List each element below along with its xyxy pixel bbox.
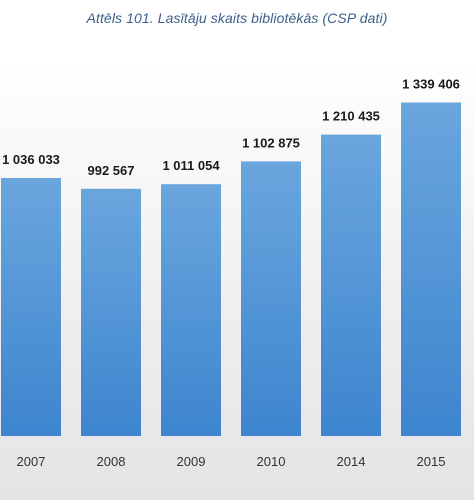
category-tick-2010: 2010 [257, 454, 286, 469]
value-label-2008: 992 567 [88, 163, 135, 178]
category-axis: 2007 2008 2009 2010 2014 2015 [17, 454, 446, 469]
bar-2014 [321, 134, 381, 436]
value-label-2007: 1 036 033 [2, 152, 60, 167]
value-label-2009: 1 011 054 [162, 158, 220, 173]
value-label-2010: 1 102 875 [242, 135, 300, 150]
category-tick-2009: 2009 [177, 454, 206, 469]
bar-2008 [81, 188, 141, 436]
category-tick-2015: 2015 [417, 454, 446, 469]
category-tick-2007: 2007 [17, 454, 46, 469]
value-label-2015: 1 339 406 [402, 77, 460, 92]
category-tick-2014: 2014 [337, 454, 366, 469]
chart-title: Attēls 101. Lasītāju skaits bibliotēkās … [86, 10, 388, 26]
value-labels-layer: 1 036 033 992 567 1 011 054 1 102 875 1 210 … [2, 77, 460, 178]
bar-2010 [241, 161, 301, 436]
category-tick-2008: 2008 [97, 454, 126, 469]
chart-background [0, 60, 474, 500]
bars-layer [1, 102, 461, 436]
bar-2009 [161, 184, 221, 436]
bar-2015 [401, 102, 461, 436]
bar-2007 [1, 178, 61, 436]
value-label-2014: 1 210 435 [322, 109, 380, 124]
